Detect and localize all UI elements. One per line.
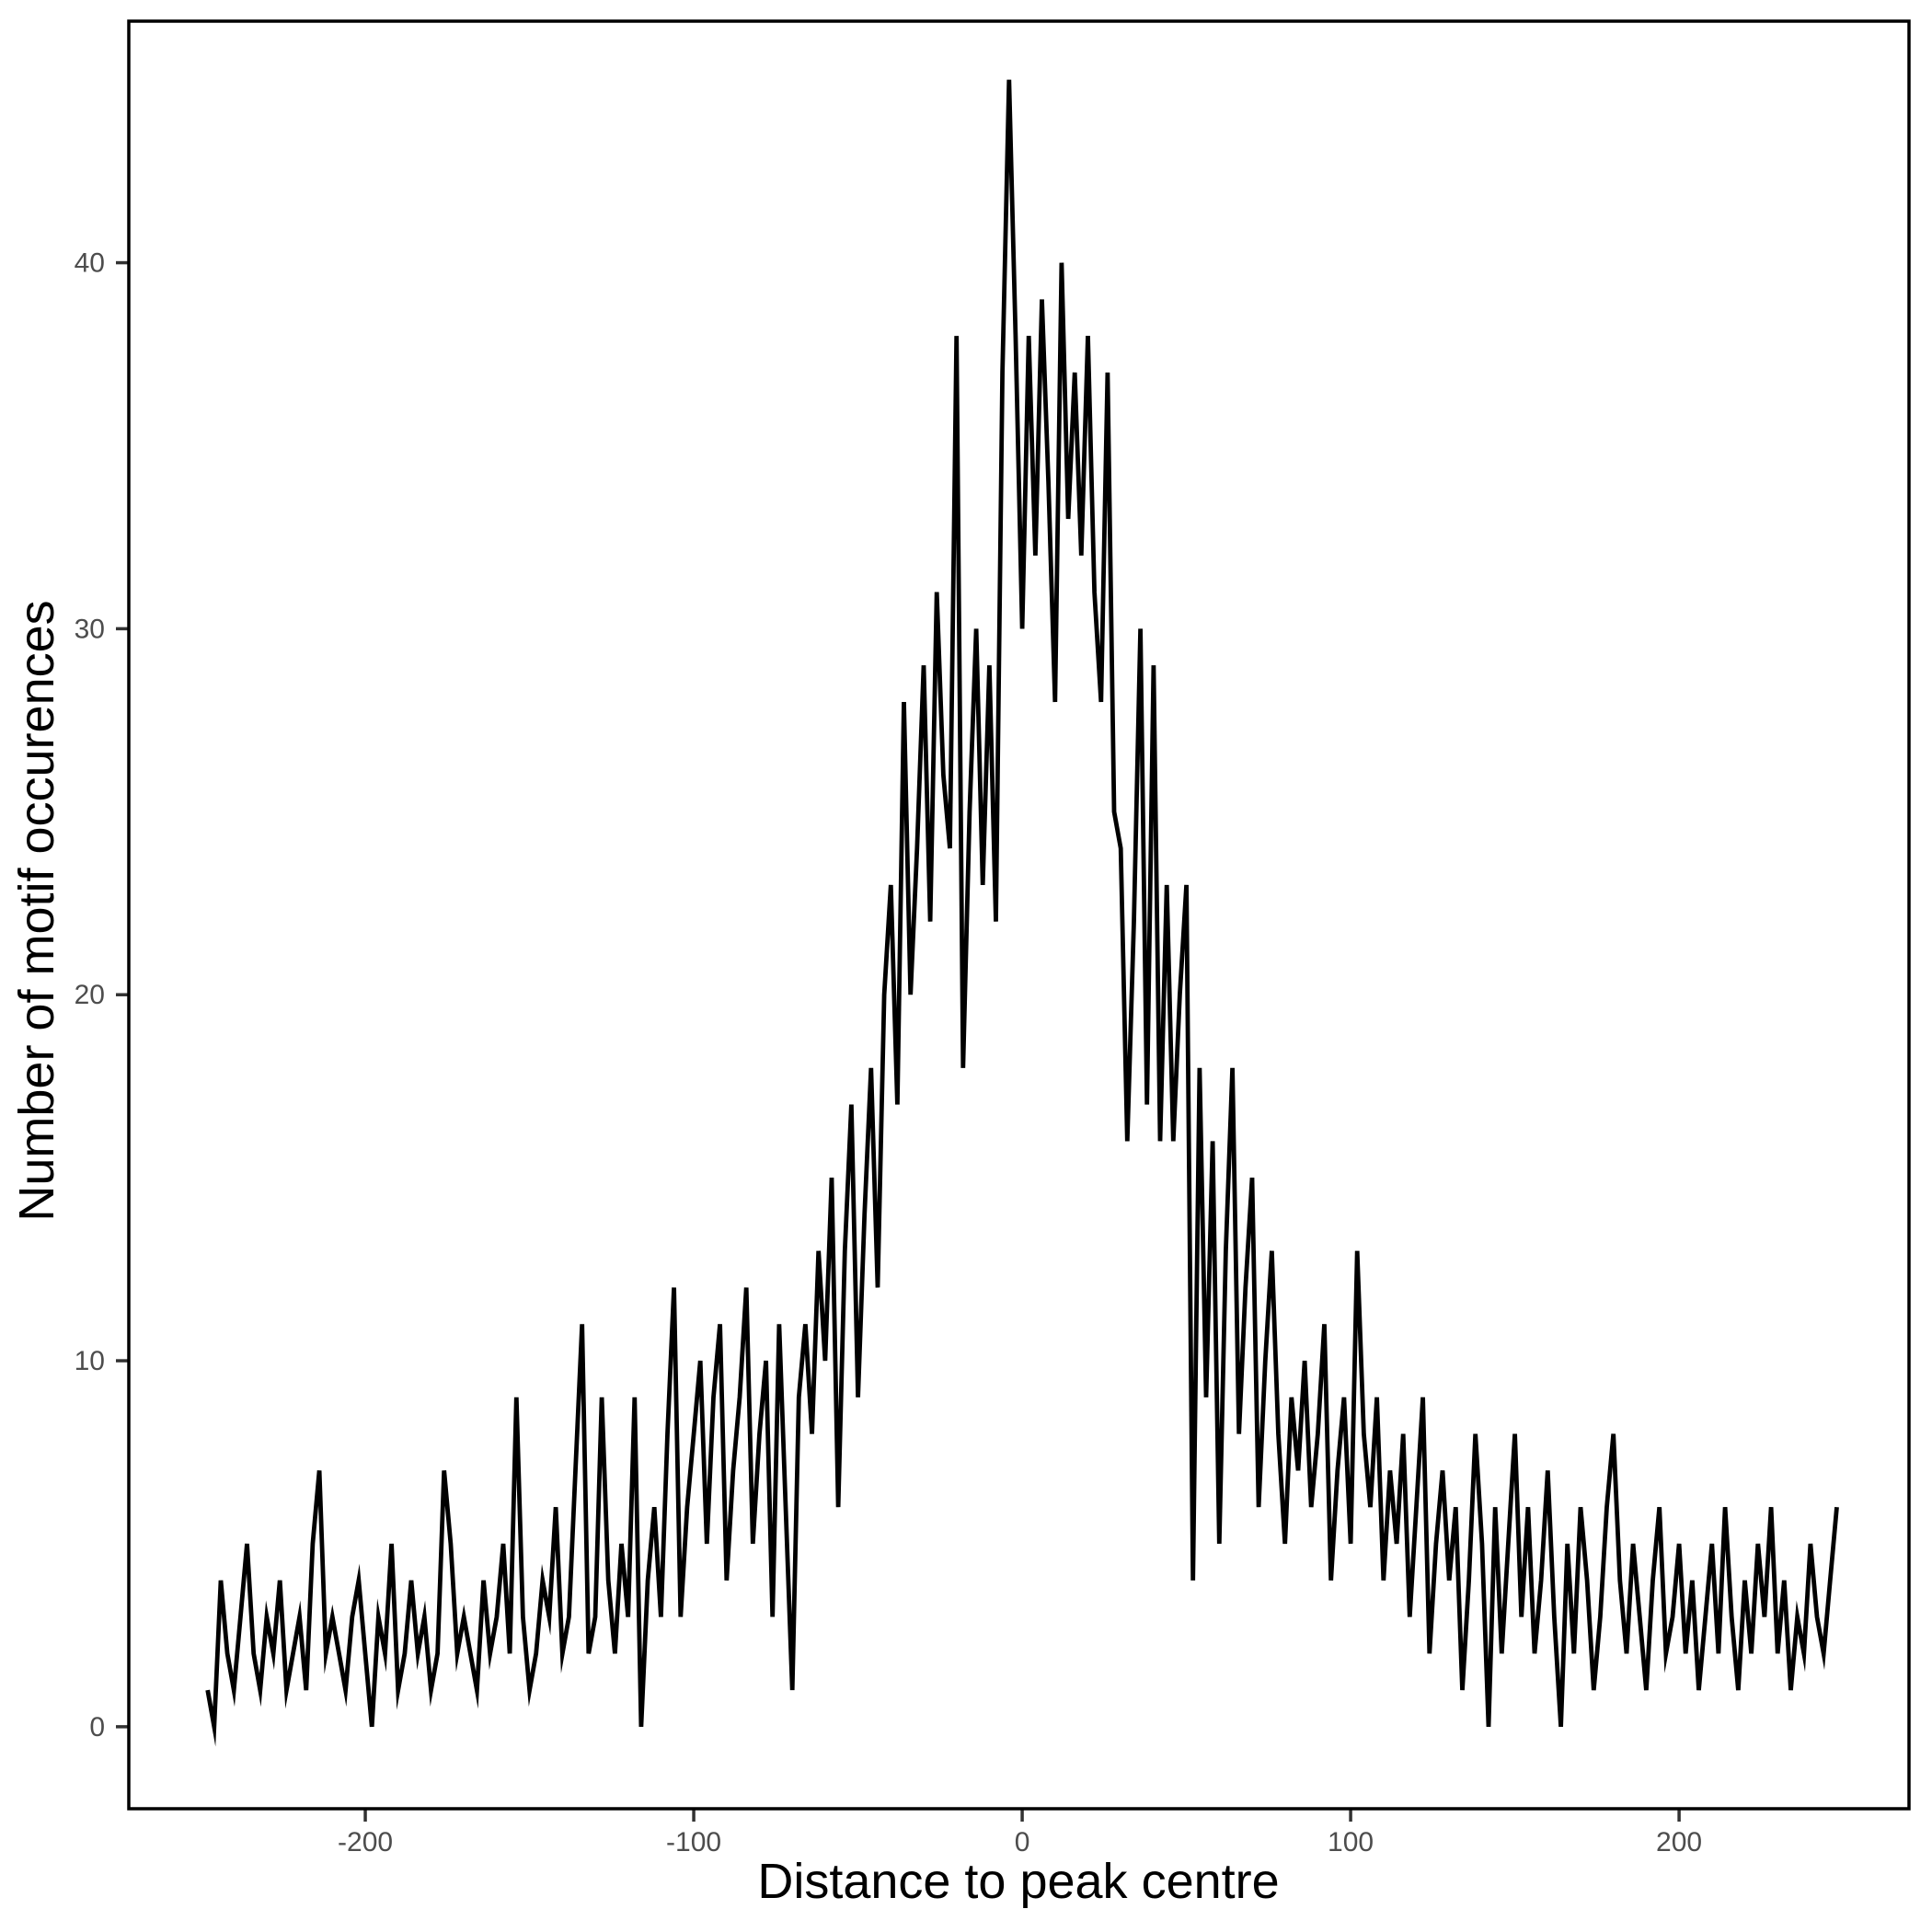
panel-border [127,19,1911,1811]
series-line [205,79,1839,1747]
y-tick-label: 10 [75,1346,105,1376]
y-tick-label: 20 [75,980,105,1010]
x-tick-label: 100 [1328,1827,1374,1857]
x-axis-title: Distance to peak centre [757,1854,1279,1909]
y-tick-label: 40 [75,248,105,279]
y-tick-label: 0 [89,1712,105,1742]
plot-panel [129,21,1909,1809]
x-tick-label: -100 [666,1827,721,1857]
x-axis-ticks: -200 -100 0 100 200 [338,1809,1702,1857]
y-axis-ticks: 0 10 20 30 40 [75,248,129,1742]
x-tick-label: -200 [338,1827,393,1857]
y-axis-title: Number of motif occurences [9,600,64,1221]
x-tick-label: 0 [1015,1827,1030,1857]
x-tick-label: 200 [1656,1827,1702,1857]
y-tick-label: 30 [75,614,105,644]
